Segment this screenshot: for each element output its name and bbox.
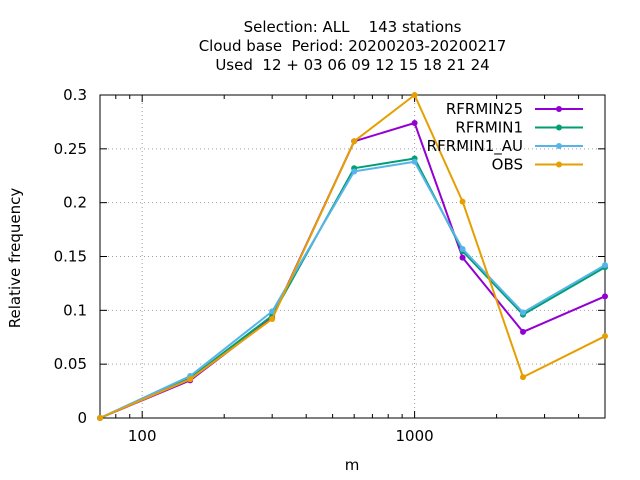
series-layer <box>97 92 608 421</box>
series-line-1 <box>99 157 606 419</box>
chart-title-line-1: Selection: ALL 143 stations <box>243 18 462 36</box>
data-point <box>519 374 526 381</box>
data-point <box>602 333 608 340</box>
y-tick-label: 0.2 <box>63 194 87 212</box>
legend-marker <box>556 106 562 112</box>
data-point <box>269 315 276 322</box>
y-tick-label: 0.3 <box>63 86 87 104</box>
x-tick-label: 1000 <box>396 427 434 445</box>
data-point <box>411 92 418 98</box>
data-point <box>459 245 466 252</box>
y-tick-label: 0 <box>77 409 87 427</box>
y-tick-label: 0.25 <box>54 140 87 158</box>
data-point <box>459 254 466 261</box>
y-tick-label: 0.1 <box>63 301 87 319</box>
axes: 0 0.05 0.1 0.15 0.2 0.25 0.3 100 1000 <box>54 86 606 445</box>
legend-label: RFRMIN25 <box>446 100 523 118</box>
legend-marker <box>556 143 562 149</box>
legend-label: OBS <box>492 156 523 174</box>
data-point <box>602 293 608 300</box>
y-tick-label: 0.05 <box>54 355 87 373</box>
data-point <box>269 308 276 315</box>
data-point <box>459 198 466 205</box>
y-tick-label: 0.15 <box>54 248 87 266</box>
data-point <box>519 328 526 335</box>
data-point <box>602 262 608 269</box>
plot-frame <box>99 94 606 419</box>
chart-title-line-2: Cloud base Period: 20200203-20200217 <box>198 37 507 55</box>
data-point <box>351 168 358 175</box>
legend-label: RFRMIN1 <box>455 119 523 137</box>
chart-title-line-3: Used 12 + 03 06 09 12 15 18 21 24 <box>215 56 490 74</box>
data-point <box>97 415 103 421</box>
y-axis-label: Relative frequency <box>6 188 24 329</box>
series-line-3 <box>99 94 606 419</box>
data-point <box>411 119 418 126</box>
data-point <box>187 376 194 383</box>
data-point <box>411 158 418 165</box>
x-tick-label: 100 <box>128 427 157 445</box>
legend-marker <box>556 161 562 168</box>
data-point <box>519 309 526 316</box>
legend-marker <box>556 124 562 131</box>
x-axis-label: m <box>345 456 360 474</box>
data-point <box>351 138 358 145</box>
legend-label: RFRMIN1_AU <box>427 137 523 156</box>
series-line-2 <box>99 160 606 419</box>
